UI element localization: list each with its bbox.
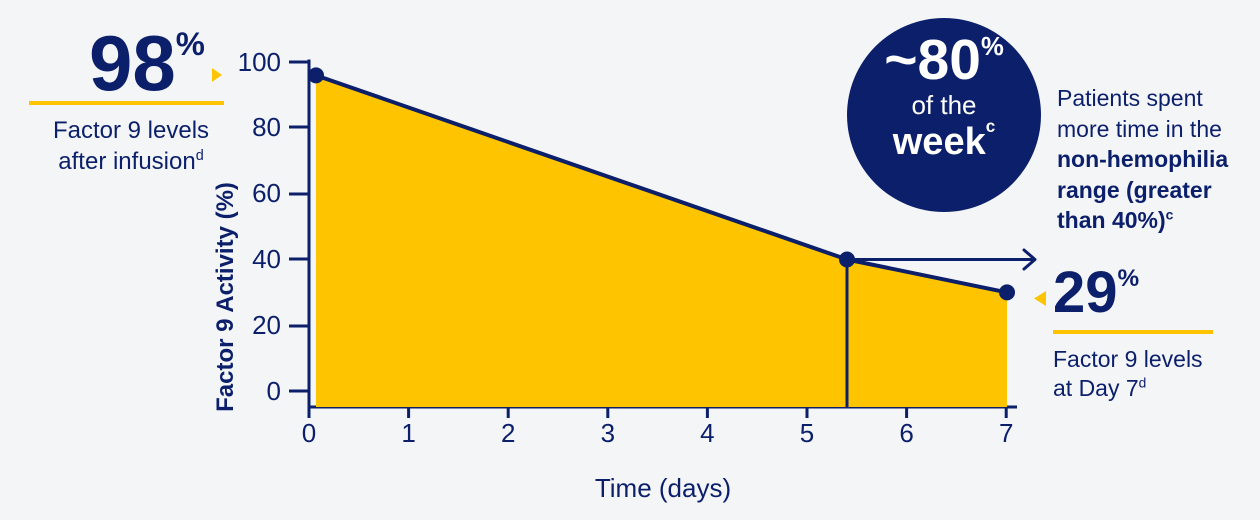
svg-text:60: 60 — [252, 178, 281, 208]
svg-text:20: 20 — [252, 310, 281, 340]
svg-text:6: 6 — [899, 418, 913, 448]
svg-text:1: 1 — [401, 418, 415, 448]
svg-text:5: 5 — [800, 418, 814, 448]
svg-text:40: 40 — [252, 244, 281, 274]
svg-text:0: 0 — [267, 376, 281, 406]
svg-text:4: 4 — [700, 418, 714, 448]
svg-text:100: 100 — [238, 47, 281, 77]
svg-text:7: 7 — [999, 418, 1013, 448]
svg-text:2: 2 — [501, 418, 515, 448]
svg-text:Time (days): Time (days) — [595, 473, 731, 503]
svg-text:80: 80 — [252, 112, 281, 142]
svg-text:3: 3 — [601, 418, 615, 448]
svg-text:0: 0 — [302, 418, 316, 448]
svg-text:Factor 9 Activity (%): Factor 9 Activity (%) — [212, 182, 239, 412]
